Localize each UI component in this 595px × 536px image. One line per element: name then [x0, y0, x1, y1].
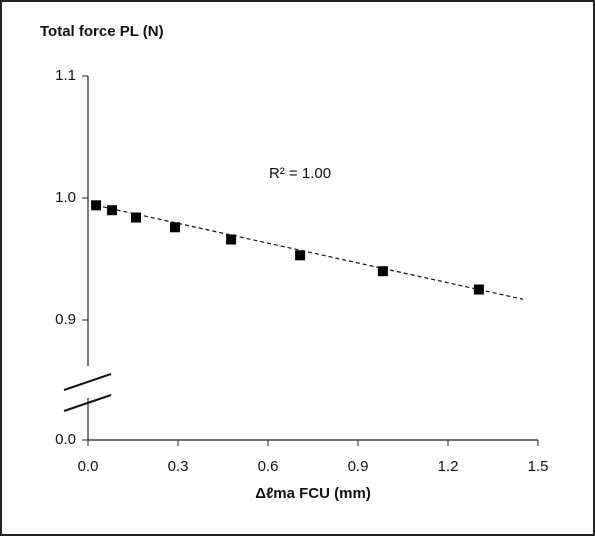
- point: [295, 250, 306, 261]
- annotation: R² = 1.00: [269, 165, 331, 182]
- x-tick-label: 1.2: [438, 458, 459, 475]
- x-axis-label: Δℓma FCU (mm): [255, 485, 371, 502]
- point: [226, 234, 237, 245]
- y-tick-label: 0.0: [55, 431, 76, 448]
- x-tick-label: 1.5: [528, 458, 549, 475]
- point: [170, 222, 180, 233]
- y-tick-label: 1.1: [55, 67, 76, 84]
- point: [377, 266, 388, 277]
- y-tick-label: 1.0: [55, 189, 76, 206]
- x-tick-label: 0.9: [348, 458, 369, 475]
- x-tick-label: 0.0: [78, 458, 99, 475]
- axis-break: [63, 373, 112, 391]
- point: [91, 200, 102, 211]
- chart-title: Total force PL (N): [40, 23, 164, 40]
- point: [473, 284, 484, 295]
- x-tick-label: 0.6: [258, 458, 279, 475]
- y-tick-label: 0.9: [55, 311, 76, 328]
- trendline: [95, 204, 524, 300]
- axis-break: [63, 394, 112, 412]
- point: [107, 205, 117, 216]
- point: [131, 212, 141, 223]
- x-tick-label: 0.3: [168, 458, 189, 475]
